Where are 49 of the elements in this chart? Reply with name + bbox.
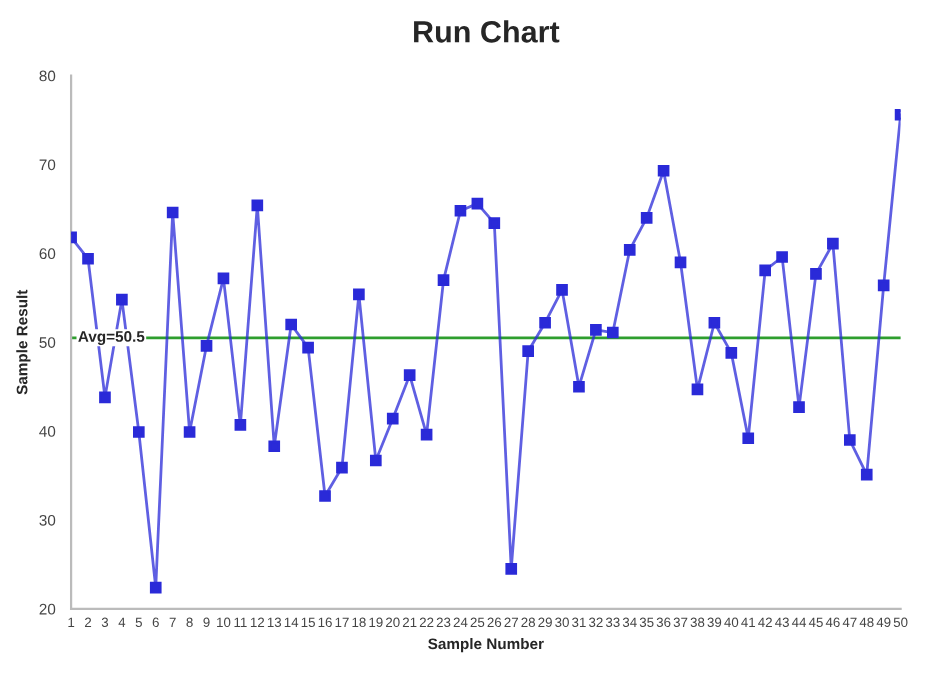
point bbox=[877, 279, 890, 292]
point bbox=[573, 380, 585, 393]
point bbox=[505, 563, 518, 575]
point bbox=[759, 264, 772, 277]
point bbox=[471, 197, 484, 210]
point bbox=[217, 272, 230, 285]
point bbox=[82, 252, 94, 265]
point bbox=[166, 206, 179, 219]
point bbox=[827, 237, 839, 250]
point bbox=[539, 316, 551, 329]
point bbox=[522, 345, 535, 357]
chart-title: Run Chart bbox=[414, 20, 560, 43]
point bbox=[369, 454, 382, 467]
point bbox=[251, 199, 264, 212]
point bbox=[234, 419, 247, 431]
point bbox=[742, 432, 755, 445]
point bbox=[776, 251, 788, 263]
point bbox=[623, 244, 636, 256]
point bbox=[285, 318, 298, 331]
point bbox=[606, 326, 619, 339]
point bbox=[116, 293, 128, 306]
point bbox=[268, 440, 281, 453]
point bbox=[353, 288, 365, 301]
point bbox=[640, 212, 653, 224]
point bbox=[810, 268, 822, 280]
point bbox=[386, 412, 399, 425]
point bbox=[657, 164, 670, 177]
point bbox=[556, 284, 568, 296]
point bbox=[843, 434, 856, 446]
point bbox=[437, 274, 450, 286]
point bbox=[420, 428, 433, 441]
point bbox=[691, 383, 704, 396]
point bbox=[860, 468, 873, 481]
point bbox=[99, 391, 111, 404]
point bbox=[200, 340, 213, 352]
point bbox=[708, 316, 721, 329]
point bbox=[149, 581, 162, 594]
point bbox=[132, 426, 145, 438]
point bbox=[590, 324, 602, 336]
point bbox=[488, 217, 501, 230]
point bbox=[403, 369, 416, 381]
point bbox=[183, 426, 196, 438]
point bbox=[319, 490, 331, 502]
point bbox=[674, 256, 687, 269]
point bbox=[336, 461, 348, 474]
point bbox=[302, 341, 314, 354]
point bbox=[454, 204, 467, 217]
point bbox=[725, 347, 738, 359]
point bbox=[793, 401, 805, 413]
